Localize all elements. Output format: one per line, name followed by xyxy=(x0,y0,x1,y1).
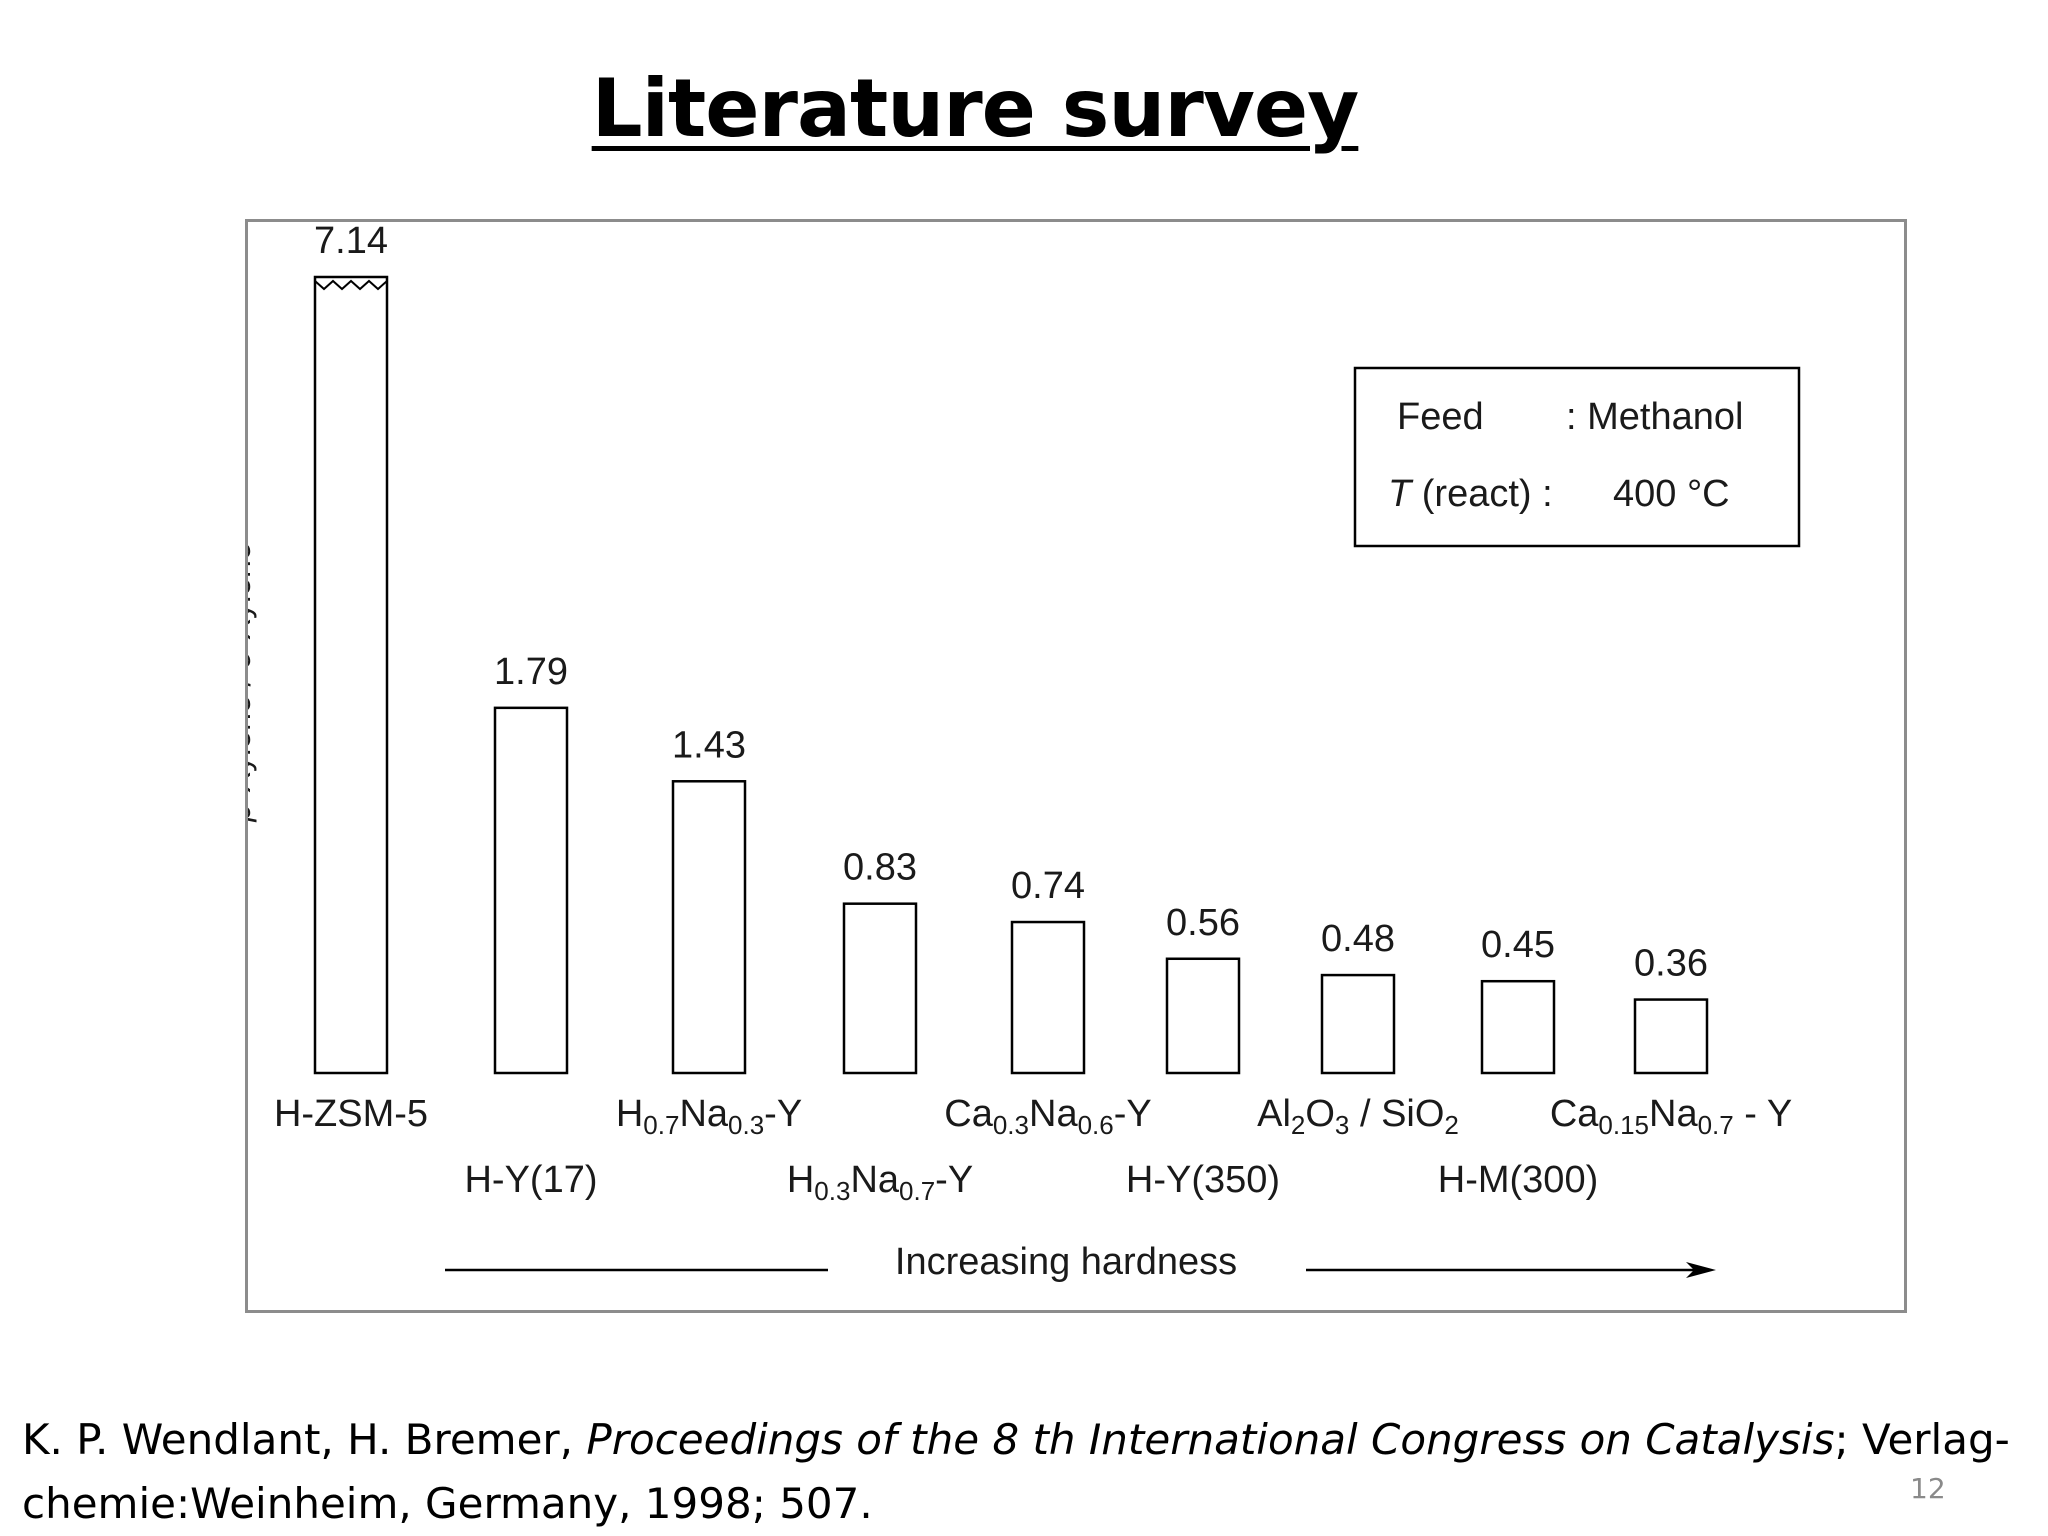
category-label-part: H-Y(350) xyxy=(1126,1159,1280,1201)
conditions-legend: Feed : Methanol T (react) : 400 °C xyxy=(1353,366,1801,548)
feed-value: : Methanol xyxy=(1566,396,1743,438)
bar-chart: 7.14H-ZSM-51.79H-Y(17)1.43H0.7Na0.3-Y0.8… xyxy=(248,222,1801,1283)
y-axis-label-part: -Xylene / xyxy=(248,669,257,804)
chart-frame: 7.14 H-ZSM-5 1.79 H-Y(17) 1.43 H0.7Na0.3-Y 0.8… xyxy=(245,219,1907,1313)
slide-title: Literature survey xyxy=(591,62,1360,155)
category-label-part: -Y xyxy=(935,1159,973,1201)
category-label: Al2O3 / SiO2 xyxy=(1257,1093,1459,1140)
category-label-part: / SiO xyxy=(1349,1093,1444,1135)
temp-label: T (react) : xyxy=(1388,473,1553,515)
bar xyxy=(671,780,747,1075)
bar xyxy=(1480,979,1556,1075)
temp-label-italic: T xyxy=(1388,473,1414,515)
bars-layer xyxy=(313,275,1709,1075)
category-label-part: -Y xyxy=(764,1093,802,1135)
category-label-part: O xyxy=(1305,1093,1335,1135)
bar xyxy=(842,902,918,1075)
category-label: H0.7Na0.3-Y xyxy=(616,1093,802,1140)
bar-value-label: 0.74 xyxy=(1011,865,1085,907)
bar xyxy=(1320,973,1396,1075)
category-label-part: Na xyxy=(1649,1093,1698,1135)
category-label: H-Y(17) xyxy=(464,1159,597,1201)
category-label: H-ZSM-5 xyxy=(274,1093,428,1135)
category-label-part: 3 xyxy=(1335,1110,1349,1140)
labels-layer: 7.14H-ZSM-51.79H-Y(17)1.43H0.7Na0.3-Y0.8… xyxy=(274,222,1792,1206)
bar xyxy=(313,275,389,1075)
category-label-part: 0.3 xyxy=(993,1110,1029,1140)
category-label-part: Ca xyxy=(944,1093,993,1135)
category-label-part: - Y xyxy=(1734,1093,1792,1135)
bar xyxy=(1165,957,1241,1075)
category-label-part: H-ZSM-5 xyxy=(274,1093,428,1135)
category-label: H-M(300) xyxy=(1438,1159,1598,1201)
citation: K. P. Wendlant, H. Bremer, Proceedings o… xyxy=(22,1408,2012,1536)
feed-label: Feed xyxy=(1397,396,1484,438)
category-label-part: 0.3 xyxy=(728,1110,764,1140)
category-label: Ca0.3Na0.6-Y xyxy=(944,1093,1151,1140)
y-axis-label-part: p xyxy=(248,804,257,823)
category-label-part: Ca xyxy=(1550,1093,1599,1135)
category-label: H0.3Na0.7-Y xyxy=(787,1159,973,1206)
citation-rest: ; Verlag-chemie:Weinheim, Germany, 1998;… xyxy=(22,1415,2010,1528)
y-axis-label-part: o xyxy=(248,651,257,669)
category-label-part: H xyxy=(616,1093,643,1135)
category-label-part: Na xyxy=(679,1093,728,1135)
temp-value: 400 °C xyxy=(1613,473,1730,515)
bar-value-label: 1.43 xyxy=(672,724,746,766)
arrow-head-icon xyxy=(1686,1262,1716,1278)
bar-value-label: 0.83 xyxy=(843,847,917,889)
bar-value-label: 7.14 xyxy=(314,222,388,262)
category-label-part: H-M(300) xyxy=(1438,1159,1598,1201)
category-label-part: -Y xyxy=(1114,1093,1152,1135)
bar xyxy=(1633,998,1709,1075)
y-axis-label-part: -Xylene xyxy=(248,542,257,651)
category-label-part: 0.6 xyxy=(1078,1110,1114,1140)
category-label-part: 0.7 xyxy=(1698,1110,1734,1140)
citation-authors: K. P. Wendlant, H. Bremer, xyxy=(22,1415,587,1464)
temp-label-rest: (react) : xyxy=(1411,473,1552,515)
bar-value-label: 0.56 xyxy=(1166,902,1240,944)
bar xyxy=(1010,920,1086,1075)
hardness-label: Increasing hardness xyxy=(895,1241,1237,1283)
conditions-legend-box xyxy=(1353,366,1801,548)
bar-value-label: 1.79 xyxy=(494,651,568,693)
citation-journal: Proceedings of the 8 th International Co… xyxy=(586,1415,1835,1464)
category-label-part: 0.15 xyxy=(1598,1110,1649,1140)
category-label-part: 0.3 xyxy=(814,1176,850,1206)
category-label-part: 2 xyxy=(1291,1110,1305,1140)
axis-break-mark-icon xyxy=(314,279,388,291)
category-label: H-Y(350) xyxy=(1126,1159,1280,1201)
bar xyxy=(493,706,569,1075)
category-label-part: H-Y(17) xyxy=(464,1159,597,1201)
bar-value-label: 0.48 xyxy=(1321,918,1395,960)
category-label-part: 0.7 xyxy=(643,1110,679,1140)
y-axis-label: p-Xylene / o-Xylene xyxy=(248,542,257,822)
category-label: Ca0.15Na0.7 - Y xyxy=(1550,1093,1792,1140)
hardness-annotation: Increasing hardness xyxy=(445,1241,1716,1283)
category-label-part: Na xyxy=(850,1159,899,1201)
bar-value-label: 0.45 xyxy=(1481,924,1555,966)
category-label-part: Al xyxy=(1257,1093,1291,1135)
category-label-part: H xyxy=(787,1159,814,1201)
category-label-part: Na xyxy=(1029,1093,1078,1135)
category-label-part: 2 xyxy=(1444,1110,1458,1140)
category-label-part: 0.7 xyxy=(899,1176,935,1206)
page-number: 12 xyxy=(1910,1472,1946,1505)
bar-value-label: 0.36 xyxy=(1634,943,1708,985)
